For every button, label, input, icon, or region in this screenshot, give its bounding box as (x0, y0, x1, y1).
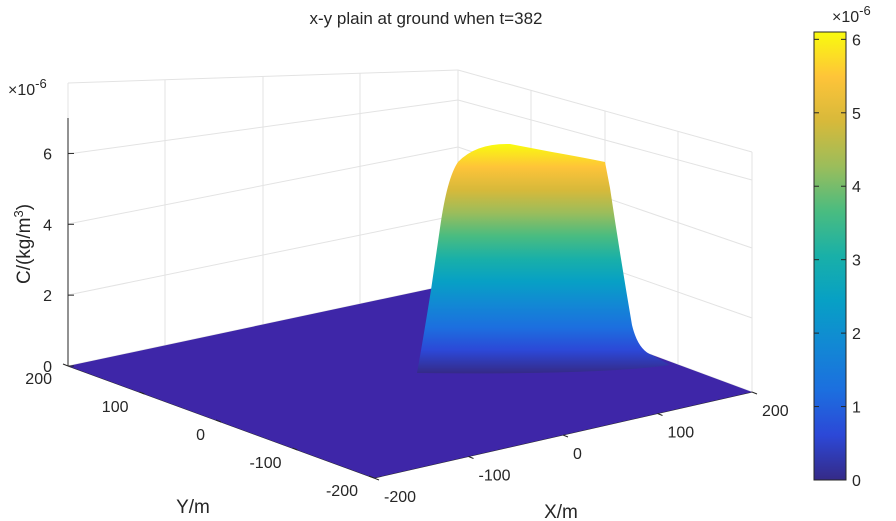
y-tick-mark (62, 363, 69, 367)
y-tick-label: 100 (102, 399, 129, 416)
y-tick-mark (292, 447, 298, 451)
colorbar-tick-label: 0 (852, 473, 861, 490)
colorbar-tick-label: 4 (852, 179, 861, 196)
colorbar-exponent-base: ×10 (832, 9, 859, 26)
colorbar-exponent: ×10-6 (832, 3, 871, 26)
z-axis-label-sup: 3 (11, 210, 26, 217)
z-exponent-power: -6 (35, 76, 47, 91)
y-tick-label: 200 (25, 371, 52, 388)
x-tick-mark (468, 456, 474, 459)
colorbar-tick-label: 6 (852, 32, 861, 49)
z-axis-label-main: C/(kg/m (14, 218, 35, 285)
y-tick-label: -100 (249, 455, 281, 472)
x-axis-label: X/m (544, 502, 578, 521)
z-tick-label: 2 (43, 288, 52, 305)
y-tick-mark (215, 419, 222, 423)
y-tick-label: -200 (326, 483, 358, 500)
z-tick-label: 0 (43, 359, 52, 376)
x-tick-label: -100 (479, 468, 511, 485)
plume-surface (417, 143, 670, 374)
colorbar (813, 31, 847, 481)
z-exponent-base: ×10 (8, 82, 35, 99)
z-axis-label: C/(kg/m3) (11, 204, 35, 284)
colorbar-tick-label: 3 (852, 253, 861, 270)
chart-title: x-y plain at ground when t=382 (310, 9, 543, 28)
y-tick-label: 0 (196, 427, 205, 444)
x-tick-mark (562, 434, 569, 438)
colorbar-tick-label: 5 (852, 106, 861, 123)
colorbar-exponent-power: -6 (859, 3, 871, 18)
x-tick-label: -200 (384, 489, 416, 506)
x-tick-label: 0 (573, 446, 582, 463)
z-tick-label: 6 (43, 146, 52, 163)
z-tick-label: 4 (43, 217, 52, 234)
y-tick-mark (368, 475, 375, 479)
colorbar-tick-label: 1 (852, 400, 861, 417)
x-tick-label: 100 (668, 425, 695, 442)
x-tick-mark (751, 391, 758, 395)
z-exponent: ×10-6 (8, 76, 47, 99)
colorbar-tick-label: 2 (852, 326, 861, 343)
x-tick-mark (373, 477, 380, 481)
y-tick-mark (139, 391, 145, 395)
x-tick-label: 200 (762, 403, 789, 420)
z-axis-label-tail: ) (14, 204, 35, 210)
x-tick-mark (657, 413, 663, 416)
ground-surface (68, 283, 752, 478)
y-axis-label: Y/m (176, 497, 210, 518)
